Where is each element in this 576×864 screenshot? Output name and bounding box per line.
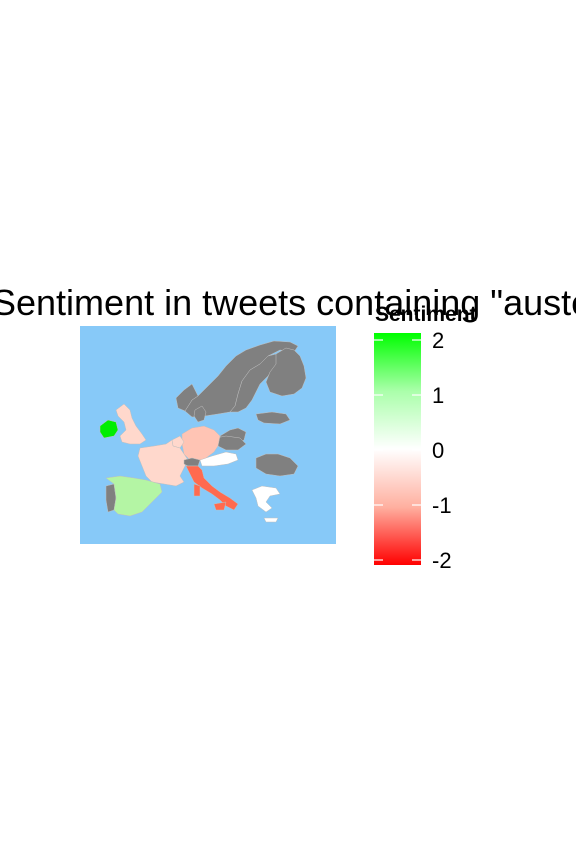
country-denmark [193,405,207,423]
europe-map [80,326,336,544]
country-lithuania [255,411,291,425]
country-united-kingdom [115,403,147,445]
country-italy-sicily [213,501,227,511]
legend-label-2: 2 [432,328,445,353]
country-romania [255,453,299,477]
country-ireland [99,419,119,439]
chart-title-container: Sentiment in tweets containing "austerit… [0,283,576,323]
chart-title: Sentiment in tweets containing "austerit… [0,283,576,323]
country-greece-crete [263,517,279,523]
country-greece [251,485,281,513]
legend-colorbar [374,333,421,565]
legend-gradient [374,333,421,565]
legend-title: Sentiment [375,303,477,326]
legend-label-minus1: -1 [432,493,452,518]
country-austria [199,451,239,467]
country-finland [265,347,307,397]
country-italy-sardinia [193,483,201,497]
country-france [137,439,189,487]
country-spain [105,475,163,517]
legend-label-1: 1 [432,383,445,408]
country-italy [185,465,239,511]
country-czech [215,435,247,451]
country-switzerland [183,457,201,467]
legend-label-minus2: -2 [432,548,452,573]
country-sweden-south [175,383,199,412]
legend-label-0: 0 [432,438,445,463]
